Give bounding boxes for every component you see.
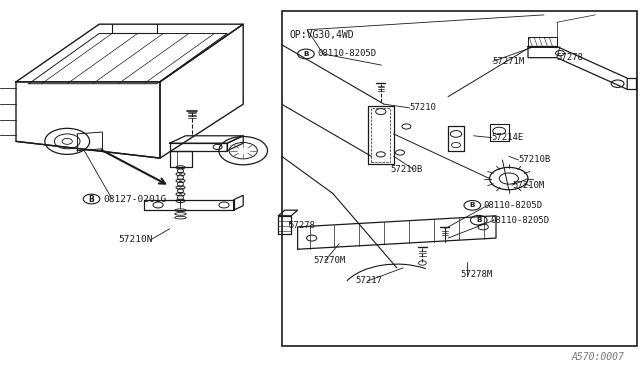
- Text: 57210: 57210: [410, 103, 436, 112]
- Text: 08110-8205D: 08110-8205D: [490, 216, 549, 225]
- Text: B: B: [470, 202, 475, 208]
- Text: B: B: [89, 195, 94, 203]
- Text: 57278: 57278: [557, 53, 584, 62]
- Text: 57210B: 57210B: [390, 165, 422, 174]
- Text: 08110-8205D: 08110-8205D: [484, 201, 543, 210]
- Text: OP:VG30,4WD: OP:VG30,4WD: [289, 30, 354, 40]
- Text: 57214E: 57214E: [492, 133, 524, 142]
- Text: 08127-0201G: 08127-0201G: [103, 195, 166, 203]
- Text: 57210N: 57210N: [118, 235, 153, 244]
- Text: 57270M: 57270M: [314, 256, 346, 265]
- Text: 08110-8205D: 08110-8205D: [317, 49, 376, 58]
- Text: 57278M: 57278M: [461, 270, 493, 279]
- Text: 57217: 57217: [355, 276, 382, 285]
- Text: A570:0007: A570:0007: [572, 352, 625, 362]
- Text: 57210M: 57210M: [512, 181, 544, 190]
- Text: B: B: [476, 217, 481, 223]
- Bar: [282, 11, 637, 346]
- Text: B: B: [303, 51, 308, 57]
- Text: 57271M: 57271M: [493, 57, 525, 66]
- Text: 57210B: 57210B: [518, 155, 550, 164]
- Text: 57278: 57278: [288, 221, 315, 230]
